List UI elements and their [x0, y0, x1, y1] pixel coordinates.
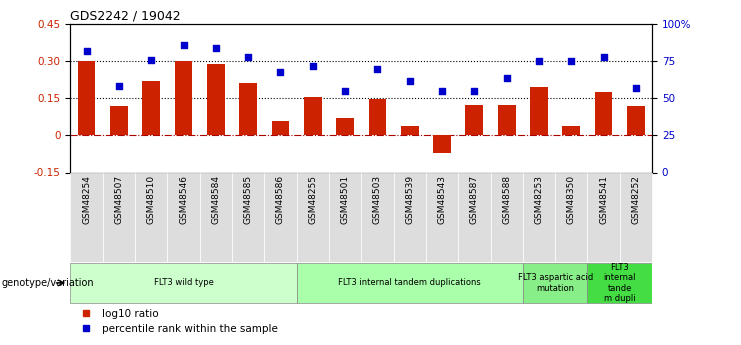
Bar [239, 83, 257, 135]
Text: GSM48543: GSM48543 [437, 175, 447, 224]
Point [630, 85, 642, 91]
Point [371, 66, 383, 71]
Text: GSM48255: GSM48255 [308, 175, 317, 224]
Text: GSM48510: GSM48510 [147, 175, 156, 224]
Text: FLT3 wild type: FLT3 wild type [153, 278, 213, 287]
Text: GDS2242 / 19042: GDS2242 / 19042 [70, 10, 181, 23]
Bar [271, 120, 289, 135]
Text: GSM48546: GSM48546 [179, 175, 188, 224]
Point [274, 69, 286, 75]
Text: genotype/variation: genotype/variation [1, 278, 94, 288]
Bar [368, 99, 386, 135]
Bar [70, 172, 103, 262]
Text: GSM48254: GSM48254 [82, 175, 91, 224]
Point [113, 84, 124, 89]
Text: GSM48588: GSM48588 [502, 175, 511, 224]
Bar [393, 172, 426, 262]
Bar [142, 81, 160, 135]
Point [145, 57, 157, 62]
Bar [296, 263, 523, 303]
Bar [627, 106, 645, 135]
Bar [329, 172, 362, 262]
Bar [135, 172, 167, 262]
Text: GSM48501: GSM48501 [341, 175, 350, 224]
Bar [70, 263, 296, 303]
Text: GSM48587: GSM48587 [470, 175, 479, 224]
Bar [426, 172, 458, 262]
Bar [175, 61, 193, 135]
Bar [523, 263, 588, 303]
Bar [362, 172, 393, 262]
Bar [207, 64, 225, 135]
Bar [232, 172, 265, 262]
Point [468, 88, 480, 93]
Text: FLT3 internal tandem duplications: FLT3 internal tandem duplications [339, 278, 481, 287]
Bar [555, 172, 588, 262]
Point [210, 45, 222, 51]
Text: GSM48539: GSM48539 [405, 175, 414, 224]
Point [436, 88, 448, 93]
Legend: log10 ratio, percentile rank within the sample: log10 ratio, percentile rank within the … [76, 309, 278, 334]
Point [501, 75, 513, 80]
Bar [562, 126, 580, 135]
Bar [296, 172, 329, 262]
Point [598, 54, 610, 60]
Point [533, 58, 545, 64]
Text: GSM48541: GSM48541 [599, 175, 608, 224]
Bar [433, 135, 451, 153]
Bar [110, 106, 127, 135]
Bar [619, 172, 652, 262]
Point [242, 54, 254, 60]
Bar [265, 172, 296, 262]
Bar [588, 263, 652, 303]
Point [307, 63, 319, 68]
Text: GSM48253: GSM48253 [534, 175, 543, 224]
Bar [595, 92, 613, 135]
Bar [530, 87, 548, 135]
Bar [304, 97, 322, 135]
Text: GSM48584: GSM48584 [211, 175, 220, 224]
Bar [199, 172, 232, 262]
Bar [167, 172, 199, 262]
Bar [336, 118, 354, 135]
Point [178, 42, 190, 48]
Text: GSM48350: GSM48350 [567, 175, 576, 224]
Bar [465, 105, 483, 135]
Text: GSM48586: GSM48586 [276, 175, 285, 224]
Bar [458, 172, 491, 262]
Bar [78, 61, 96, 135]
Bar [498, 105, 516, 135]
Point [81, 48, 93, 53]
Point [339, 88, 351, 93]
Text: FLT3
internal
tande
m dupli: FLT3 internal tande m dupli [603, 263, 636, 303]
Text: GSM48503: GSM48503 [373, 175, 382, 224]
Text: GSM48585: GSM48585 [244, 175, 253, 224]
Text: GSM48507: GSM48507 [114, 175, 123, 224]
Bar [523, 172, 555, 262]
Bar [401, 126, 419, 135]
Text: GSM48252: GSM48252 [631, 175, 640, 224]
Bar [103, 172, 135, 262]
Text: FLT3 aspartic acid
mutation: FLT3 aspartic acid mutation [517, 273, 593, 293]
Bar [588, 172, 619, 262]
Point [404, 78, 416, 83]
Point [565, 58, 577, 64]
Bar [491, 172, 523, 262]
